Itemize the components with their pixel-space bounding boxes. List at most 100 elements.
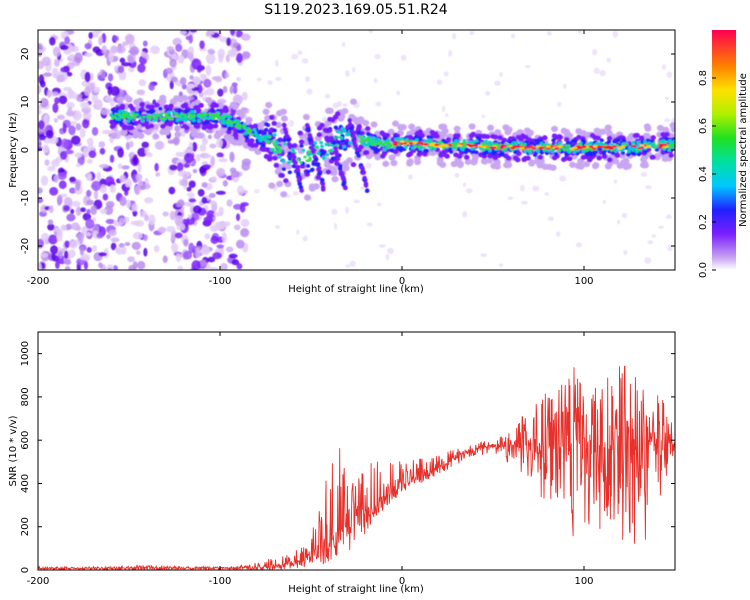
spectrogram-cell [343,141,349,146]
spectrogram-cell [162,211,169,217]
spectrogram-cell [38,120,45,130]
spectrogram-cell [280,115,288,122]
spectrogram-cell [124,112,128,116]
spectrogram-cell [192,205,202,214]
spectrogram-cell [92,46,101,53]
spectrogram-cell [186,202,195,208]
spectrogram-cell [382,142,386,146]
spectrogram-cell [324,142,329,147]
spectrogram-cell [86,208,91,215]
spectrogram-cell [486,157,494,164]
spectrogram-cell [267,79,273,86]
spectrogram-cell [272,143,277,147]
spectrogram-cell [631,148,635,152]
spectrogram-cell [554,147,560,150]
spectrogram-cell [48,234,58,245]
spectrogram-cell [469,144,475,147]
spectrogram-cell [596,155,603,161]
spectrogram-cell [194,123,200,129]
spectrogram-cell [191,58,202,70]
spectrogram-cell [134,185,141,196]
spectrogram-cell [120,129,128,137]
spectrogram-cell [140,119,145,123]
spectrogram-cell [563,83,567,89]
spectrogram-cell [525,155,531,161]
spectrogram-cell [259,146,265,152]
spectrogram-cell [604,124,612,132]
spectrogram-cell [310,167,315,172]
spectrogram-cell [70,121,77,126]
spectrogram-cell [272,133,277,137]
spectrogram-cell [119,196,127,207]
spectrogram-cell [262,131,268,136]
spectrogram-cell [169,58,177,68]
spectrogram-cell [190,130,198,138]
spectrogram-cell [119,174,126,183]
spectrogram-cell [57,172,67,180]
spectrogram-cell [184,125,190,131]
spectrogram-cell [170,230,177,241]
spectrogram-cell [520,200,528,205]
spectrogram-cell [235,239,245,249]
spectrogram-cell [68,90,75,97]
spectrogram-cell [305,163,311,168]
spectrogram-cell [179,77,187,86]
spectrogram-cell [387,247,394,255]
spectrogram-cell [130,121,136,126]
spectrogram-cell [77,93,83,99]
spectrogram-cell [98,35,103,46]
spectrogram-cell [283,178,289,184]
spectrogram-cell [547,216,554,222]
spectrogram-cell [412,141,418,144]
spectrogram-cell [106,234,111,240]
spectrogram-cell [65,110,76,117]
spectrogram-cell [559,175,567,182]
spectrogram-ytick-label: 20 [20,48,31,61]
spectrogram-cell [187,116,191,120]
spectrogram-cell [93,99,103,107]
spectrogram-cell [303,194,311,201]
spectrogram-cell [148,115,152,119]
spectrogram-cell [186,95,195,101]
spectrogram-cell [317,170,323,176]
spectrogram-cell [399,123,407,131]
spectrogram-cell [232,85,238,95]
spectrogram-cell [286,142,292,147]
spectrogram-cell [406,139,410,143]
spectrogram-cell [670,126,675,133]
spectrogram-cell [606,57,612,63]
spectrogram-cell [566,140,571,145]
spectrogram-cell [201,125,208,131]
spectrogram-cell [338,145,343,150]
spectrogram-cell [216,114,220,118]
spectrogram-cell [555,231,561,237]
spectrogram-cell [274,224,281,229]
spectrogram-cell [504,147,508,151]
spectrogram-cell [445,137,452,143]
spectrogram-cell [85,218,95,229]
spectrogram-cell [186,186,192,192]
spectrogram-cell [550,149,555,154]
spectrogram-cell [515,134,522,140]
spectrogram-cell [315,162,321,167]
spectrogram-cell [201,196,208,204]
spectrogram-cell [199,144,207,152]
spectrogram-cell [141,52,148,58]
spectrogram-cell [222,119,226,123]
spectrogram-cell [168,103,174,109]
spectrogram-cell [187,213,192,219]
spectrogram-cell [644,125,652,132]
spectrogram-cell [275,149,279,153]
spectrogram-cell [266,156,273,162]
spectrogram-cell [47,165,56,172]
spectrogram-cell [612,139,617,144]
spectrogram-cell [370,143,375,146]
spectrogram-cell [541,135,548,141]
spectrogram-cell [121,112,126,116]
spectrogram-cell [410,146,415,150]
spectrogram-cell [462,143,467,147]
spectrogram-cell [57,197,62,206]
spectrogram-cell [84,42,92,50]
spectrogram-cell [220,262,228,270]
spectrogram-cell [349,125,355,131]
